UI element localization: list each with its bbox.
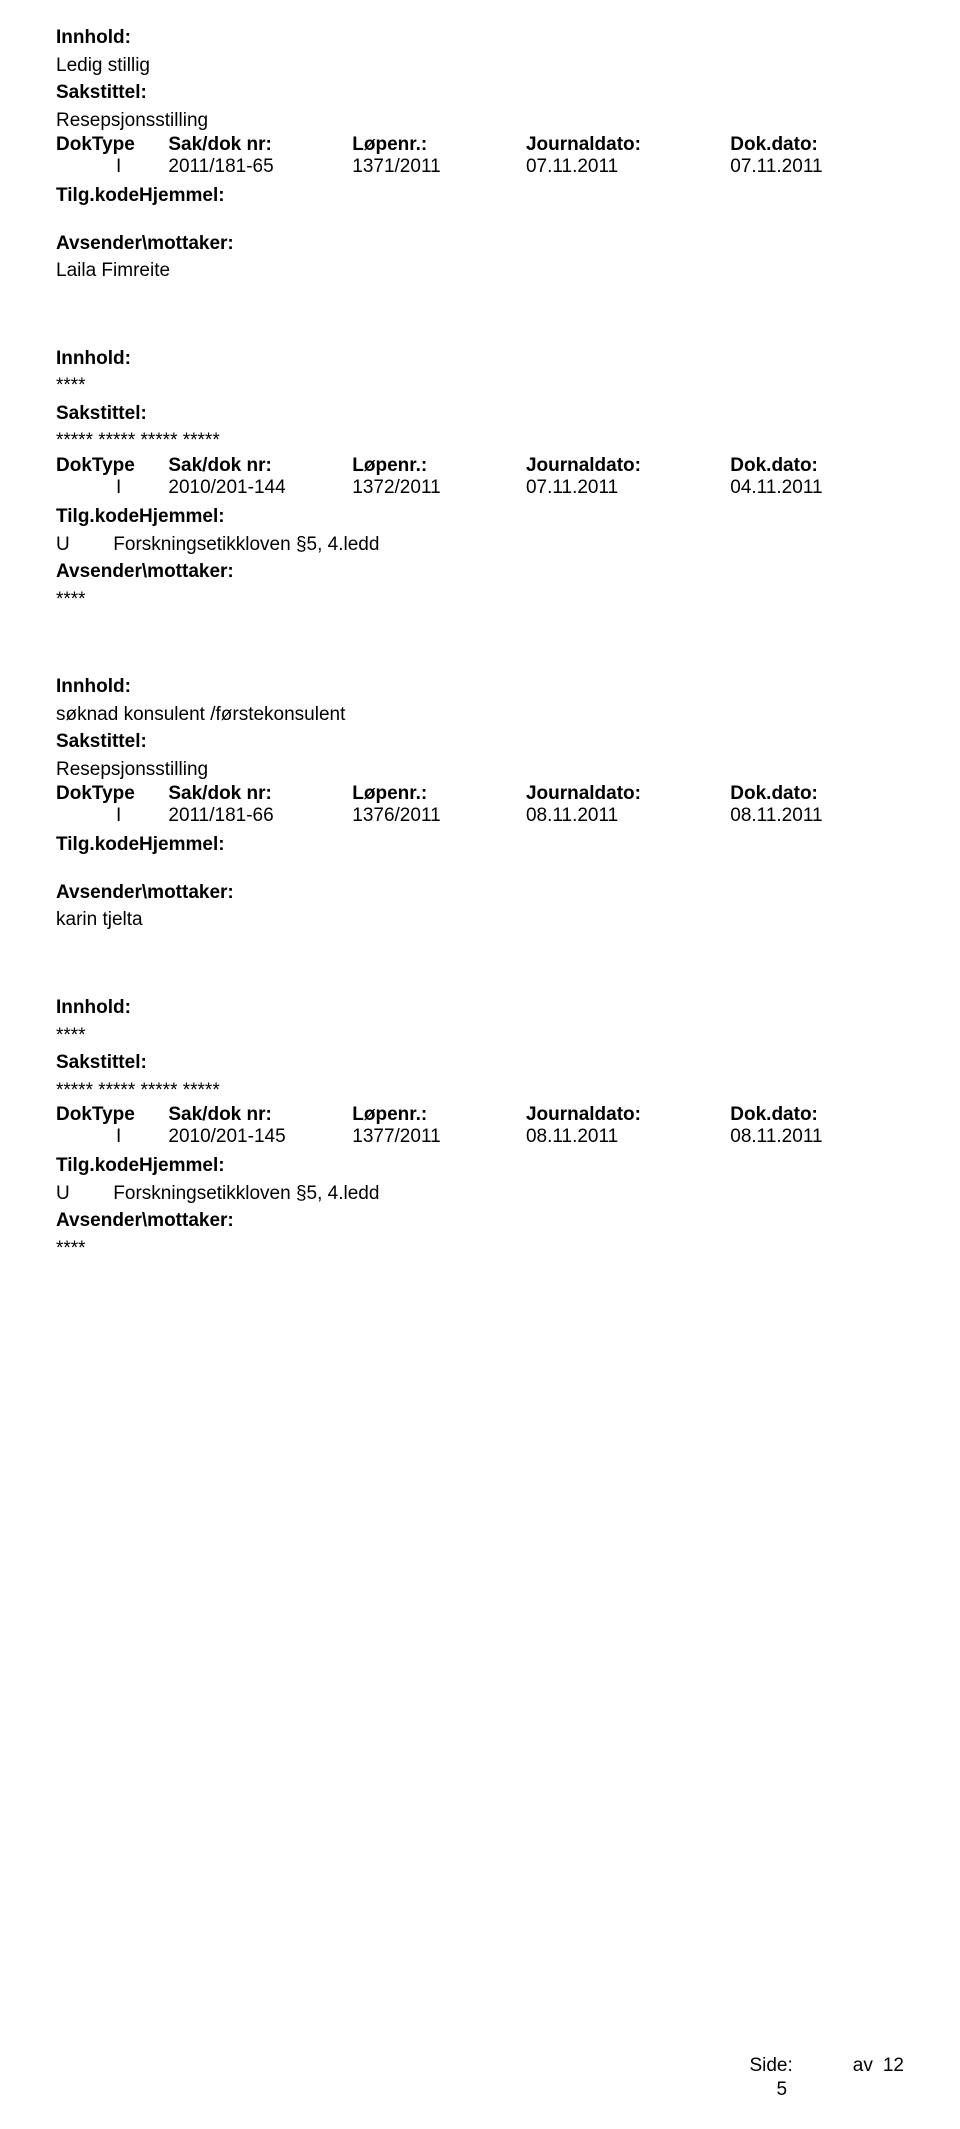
journaldato-header: Journaldato:	[526, 134, 730, 156]
tilg-label: Tilg.kodeHjemmel:	[56, 834, 225, 855]
innhold-label: Innhold:	[56, 348, 131, 369]
sakstittel-label: Sakstittel:	[56, 403, 147, 424]
tilg-label: Tilg.kodeHjemmel:	[56, 506, 225, 527]
journal-entry: Innhold: søknad konsulent /førstekonsule…	[56, 673, 904, 934]
lopenr-value: 1371/2011	[352, 156, 526, 178]
sakstittel-label: Sakstittel:	[56, 731, 147, 752]
lopenr-header: Løpenr.:	[352, 1104, 526, 1126]
header-row: DokType Sak/dok nr: Løpenr.: Journaldato…	[56, 1104, 904, 1148]
page: Innhold: Ledig stillig Sakstittel: Resep…	[0, 0, 960, 2129]
lopenr-value: 1377/2011	[352, 1126, 526, 1148]
avsender-value: ****	[56, 586, 904, 614]
doktype-header: DokType	[56, 455, 168, 477]
sakstittel-value: Resepsjonsstilling	[56, 756, 904, 784]
journaldato-value: 08.11.2011	[526, 1126, 730, 1148]
journaldato-header: Journaldato:	[526, 1104, 730, 1126]
dokdato-header: Dok.dato:	[730, 134, 904, 156]
innhold-value: ****	[56, 1022, 904, 1050]
tilg-text: Forskningsetikkloven §5, 4.ledd	[113, 1180, 379, 1208]
innhold-value: søknad konsulent /førstekonsulent	[56, 701, 904, 729]
tilg-label: Tilg.kodeHjemmel:	[56, 1155, 225, 1176]
dokdato-header: Dok.dato:	[730, 1104, 904, 1126]
journal-entry: Innhold: **** Sakstittel: ***** ***** **…	[56, 994, 904, 1262]
sakdok-header: Sak/dok nr:	[168, 1104, 352, 1126]
doktype-value: I	[56, 477, 168, 499]
sakstittel-label: Sakstittel:	[56, 82, 147, 103]
sakstittel-value: Resepsjonsstilling	[56, 107, 904, 135]
avsender-label: Avsender\mottaker:	[56, 1210, 234, 1231]
dokdato-value: 08.11.2011	[730, 1126, 904, 1148]
doktype-header: DokType	[56, 783, 168, 805]
sakdok-header: Sak/dok nr:	[168, 455, 352, 477]
sakstittel-value: ***** ***** ***** *****	[56, 427, 904, 455]
avsender-label: Avsender\mottaker:	[56, 233, 234, 254]
journal-entry: Innhold: **** Sakstittel: ***** ***** **…	[56, 345, 904, 613]
tilg-text: Forskningsetikkloven §5, 4.ledd	[113, 531, 379, 559]
side-total: 12	[883, 2055, 904, 2077]
lopenr-value: 1376/2011	[352, 805, 526, 827]
tilg-label: Tilg.kodeHjemmel:	[56, 185, 225, 206]
side-label: Side:	[749, 2055, 792, 2077]
avsender-label: Avsender\mottaker:	[56, 561, 234, 582]
avsender-value: karin tjelta	[56, 906, 904, 934]
avsender-value: ****	[56, 1235, 904, 1263]
innhold-label: Innhold:	[56, 676, 131, 697]
doktype-header: DokType	[56, 134, 168, 156]
avsender-label: Avsender\mottaker:	[56, 882, 234, 903]
journaldato-value: 07.11.2011	[526, 477, 730, 499]
sakdok-value: 2010/201-144	[168, 477, 352, 499]
dokdato-value: 04.11.2011	[730, 477, 904, 499]
side-av: av	[853, 2055, 873, 2077]
header-row: DokType Sak/dok nr: Løpenr.: Journaldato…	[56, 783, 904, 827]
journaldato-value: 07.11.2011	[526, 156, 730, 178]
dokdato-header: Dok.dato:	[730, 783, 904, 805]
lopenr-value: 1372/2011	[352, 477, 526, 499]
dokdato-value: 07.11.2011	[730, 156, 904, 178]
journaldato-header: Journaldato:	[526, 783, 730, 805]
tilg-code: U	[56, 1180, 108, 1208]
dokdato-header: Dok.dato:	[730, 455, 904, 477]
lopenr-header: Løpenr.:	[352, 134, 526, 156]
sakdok-value: 2011/181-65	[168, 156, 352, 178]
sakstittel-label: Sakstittel:	[56, 1052, 147, 1073]
header-row: DokType Sak/dok nr: Løpenr.: Journaldato…	[56, 134, 904, 178]
innhold-label: Innhold:	[56, 27, 131, 48]
doktype-value: I	[56, 156, 168, 178]
header-row: DokType Sak/dok nr: Løpenr.: Journaldato…	[56, 455, 904, 499]
tilg-code: U	[56, 531, 108, 559]
innhold-value: ****	[56, 372, 904, 400]
journaldato-value: 08.11.2011	[526, 805, 730, 827]
page-footer: Side: av 12 5	[749, 2055, 904, 2101]
lopenr-header: Løpenr.:	[352, 455, 526, 477]
page-number: 5	[749, 2079, 904, 2101]
innhold-label: Innhold:	[56, 997, 131, 1018]
doktype-header: DokType	[56, 1104, 168, 1126]
innhold-value: Ledig stillig	[56, 52, 904, 80]
sakstittel-value: ***** ***** ***** *****	[56, 1077, 904, 1105]
doktype-value: I	[56, 805, 168, 827]
sakdok-header: Sak/dok nr:	[168, 134, 352, 156]
dokdato-value: 08.11.2011	[730, 805, 904, 827]
doktype-value: I	[56, 1126, 168, 1148]
sakdok-value: 2010/201-145	[168, 1126, 352, 1148]
avsender-value: Laila Fimreite	[56, 257, 904, 285]
lopenr-header: Løpenr.:	[352, 783, 526, 805]
journaldato-header: Journaldato:	[526, 455, 730, 477]
journal-entry: Innhold: Ledig stillig Sakstittel: Resep…	[56, 24, 904, 285]
sakdok-header: Sak/dok nr:	[168, 783, 352, 805]
sakdok-value: 2011/181-66	[168, 805, 352, 827]
